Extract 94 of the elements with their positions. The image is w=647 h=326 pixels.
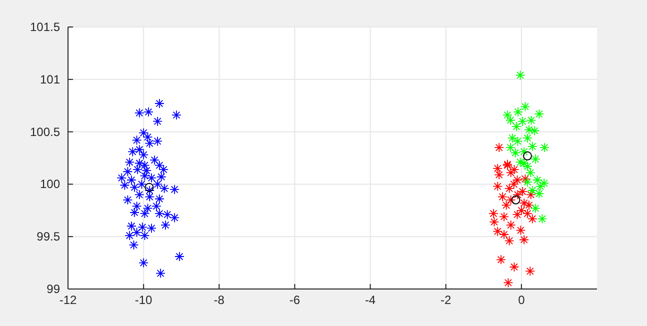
point	[140, 230, 150, 240]
point	[515, 157, 526, 168]
point	[170, 184, 180, 194]
point	[509, 262, 520, 272]
point	[498, 192, 508, 202]
point	[152, 116, 162, 126]
point	[162, 210, 172, 220]
x-tick-label: -2	[440, 293, 452, 307]
point	[154, 160, 164, 170]
point	[519, 158, 530, 168]
x-tick-label: -6	[289, 293, 300, 307]
point	[515, 70, 526, 80]
point	[519, 198, 530, 208]
point	[122, 194, 133, 205]
point	[527, 214, 538, 224]
point	[530, 154, 540, 164]
point	[116, 172, 127, 183]
point	[140, 170, 150, 181]
y-tick-label: 101.5	[30, 20, 60, 34]
x-tick-label: 0	[518, 293, 526, 307]
point	[156, 172, 166, 182]
y-tick-label: 99	[46, 282, 60, 296]
point	[525, 266, 536, 276]
point	[522, 161, 532, 172]
point	[140, 208, 150, 218]
point	[494, 142, 504, 152]
point	[124, 157, 135, 168]
point	[128, 240, 139, 250]
point	[507, 133, 518, 144]
point	[530, 203, 540, 214]
point	[524, 124, 534, 135]
point	[506, 115, 516, 126]
point	[130, 208, 140, 218]
point	[138, 258, 149, 268]
point	[506, 168, 516, 178]
point	[142, 132, 153, 142]
point	[146, 172, 156, 183]
point	[144, 182, 154, 192]
point	[494, 170, 504, 180]
point	[154, 194, 164, 204]
point	[492, 226, 503, 236]
point	[530, 126, 540, 136]
y-tick-label: 101	[40, 72, 60, 86]
x-tick-label: -4	[364, 293, 376, 307]
point	[511, 195, 520, 204]
point	[506, 142, 516, 152]
point	[504, 183, 514, 194]
point	[537, 214, 548, 224]
point	[170, 212, 180, 223]
point	[512, 210, 522, 220]
y-tick-label: 99.5	[36, 230, 60, 244]
point	[158, 164, 169, 174]
point	[174, 252, 184, 262]
point	[534, 188, 544, 199]
point	[526, 168, 536, 178]
point	[132, 201, 142, 212]
y-tick-label: 100	[40, 177, 60, 192]
point	[501, 200, 512, 210]
point	[522, 151, 532, 160]
point	[522, 208, 532, 218]
point	[499, 230, 509, 240]
point	[132, 135, 142, 146]
x-tick-label: -10	[134, 293, 153, 307]
point	[534, 109, 544, 119]
x-tick-label: -8	[214, 293, 225, 307]
point	[506, 220, 516, 230]
point	[159, 183, 170, 194]
point	[509, 164, 520, 174]
point	[152, 179, 162, 190]
point	[488, 208, 498, 218]
point	[540, 142, 550, 152]
y-tick-label: 100.5	[30, 124, 60, 139]
point	[142, 166, 152, 176]
point	[154, 98, 164, 108]
point	[138, 128, 149, 138]
point	[492, 181, 503, 192]
point	[508, 179, 519, 190]
point	[144, 192, 155, 202]
point	[126, 221, 136, 232]
point	[160, 220, 170, 230]
point	[138, 150, 149, 160]
point	[171, 110, 182, 120]
point	[146, 223, 156, 234]
point	[496, 254, 506, 265]
point	[516, 225, 526, 236]
x-tick-label: -12	[59, 293, 77, 307]
point	[156, 268, 166, 278]
point	[526, 190, 536, 200]
point	[134, 158, 144, 168]
point	[504, 236, 514, 246]
point	[154, 208, 164, 218]
point	[539, 178, 550, 188]
point	[503, 278, 514, 288]
point	[519, 234, 530, 245]
